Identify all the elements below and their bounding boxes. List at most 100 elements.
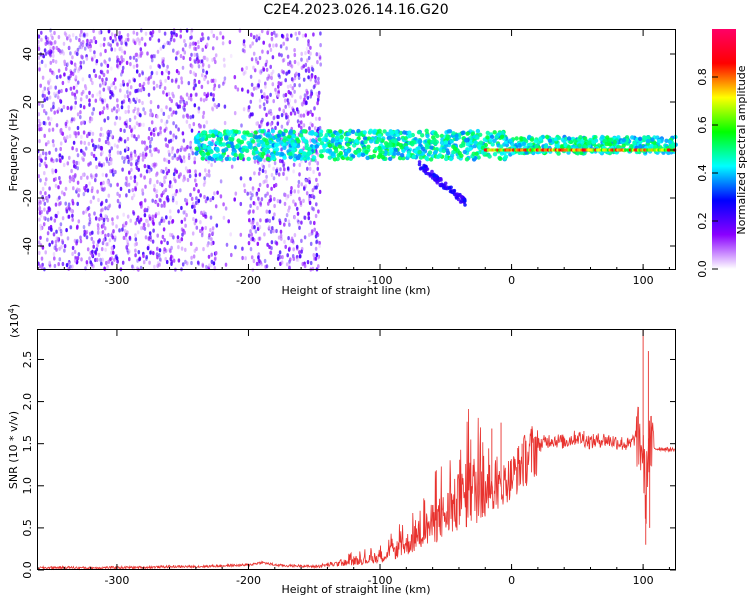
signal-cell <box>464 157 470 162</box>
signal-cell <box>317 137 322 142</box>
noise-cell <box>133 149 137 154</box>
signal-cell <box>424 155 429 161</box>
noise-cell <box>165 105 168 110</box>
noise-cell <box>92 240 95 245</box>
noise-cell <box>282 108 286 113</box>
signal-cell <box>209 141 214 147</box>
noise-cell <box>97 252 101 257</box>
signal-cell <box>502 151 507 156</box>
noise-cell <box>214 53 218 58</box>
noise-cell <box>290 238 293 243</box>
noise-cell <box>257 236 261 241</box>
noise-cell <box>243 188 247 194</box>
signal-cell <box>224 136 229 141</box>
noise-cell <box>265 67 269 72</box>
noise-cell <box>103 59 106 64</box>
noise-cell <box>128 91 132 96</box>
noise-cell <box>116 215 119 220</box>
noise-cell <box>101 172 105 177</box>
noise-cell <box>66 36 69 41</box>
signal-cell <box>465 142 471 147</box>
noise-cell <box>135 38 138 43</box>
noise-cell <box>252 65 255 70</box>
noise-cell <box>94 144 98 149</box>
noise-cell <box>275 168 279 173</box>
noise-cell <box>123 50 127 55</box>
noise-cell <box>297 61 300 66</box>
signal-cell <box>577 143 582 148</box>
signal-cell <box>378 153 383 158</box>
noise-cell <box>136 111 139 116</box>
noise-cell <box>283 167 286 172</box>
noise-cell <box>53 110 56 115</box>
noise-cell <box>161 57 164 62</box>
noise-cell <box>172 235 175 240</box>
signal-cell <box>234 129 239 134</box>
noise-cell <box>107 87 111 92</box>
noise-cell <box>281 255 284 260</box>
noise-cell <box>39 235 42 240</box>
noise-cell <box>74 134 78 139</box>
noise-cell <box>318 172 321 177</box>
noise-cell <box>180 76 183 81</box>
noise-cell <box>73 164 76 169</box>
noise-cell <box>315 252 319 258</box>
noise-cell <box>100 187 104 192</box>
noise-cell <box>159 46 163 51</box>
noise-cell <box>103 266 106 271</box>
noise-cell <box>110 246 114 251</box>
noise-cell <box>44 191 47 196</box>
noise-cell <box>147 76 151 81</box>
signal-cell <box>433 131 438 136</box>
noise-cell <box>172 110 175 115</box>
noise-cell <box>59 146 62 152</box>
noise-cell <box>299 200 303 206</box>
noise-cell <box>301 261 305 267</box>
noise-cell <box>114 169 117 175</box>
signal-cell <box>583 145 588 150</box>
noise-cell <box>267 110 271 115</box>
streak-cell <box>456 197 461 202</box>
noise-cell <box>302 113 306 118</box>
noise-cell <box>257 196 260 201</box>
noise-cell <box>270 75 273 81</box>
noise-cell <box>148 214 151 219</box>
noise-cell <box>130 133 134 138</box>
noise-cell <box>269 108 273 114</box>
noise-cell <box>180 219 184 224</box>
noise-cell <box>203 180 207 185</box>
noise-cell <box>191 231 195 236</box>
noise-cell <box>51 240 54 245</box>
noise-cell <box>118 228 121 233</box>
noise-cell <box>197 189 200 194</box>
noise-cell <box>83 229 86 234</box>
signal-cell <box>311 155 317 160</box>
signal-cell <box>218 133 223 138</box>
colorbar-gradient <box>712 29 736 269</box>
noise-cell <box>59 180 62 185</box>
signal-cell <box>467 146 473 152</box>
signal-cell <box>319 149 324 154</box>
noise-cell <box>38 61 41 66</box>
noise-cell <box>304 33 308 38</box>
noise-cell <box>307 42 310 47</box>
noise-cell <box>102 80 106 85</box>
noise-cell <box>197 261 200 266</box>
noise-cell <box>295 257 299 262</box>
noise-cell <box>194 169 197 174</box>
noise-cell <box>290 77 294 82</box>
snr-ytick-label: 2.5 <box>21 351 34 369</box>
noise-cell <box>162 44 165 49</box>
noise-cell <box>48 242 51 247</box>
signal-cell <box>416 146 421 151</box>
signal-cell <box>449 153 455 158</box>
noise-cell <box>315 177 318 182</box>
noise-cell <box>109 169 112 174</box>
signal-cell <box>433 141 438 146</box>
signal-cell <box>529 137 535 142</box>
noise-cell <box>164 121 167 127</box>
noise-cell <box>67 79 70 84</box>
noise-cell <box>155 252 159 257</box>
noise-cell <box>41 53 45 59</box>
signal-cell <box>485 135 490 140</box>
